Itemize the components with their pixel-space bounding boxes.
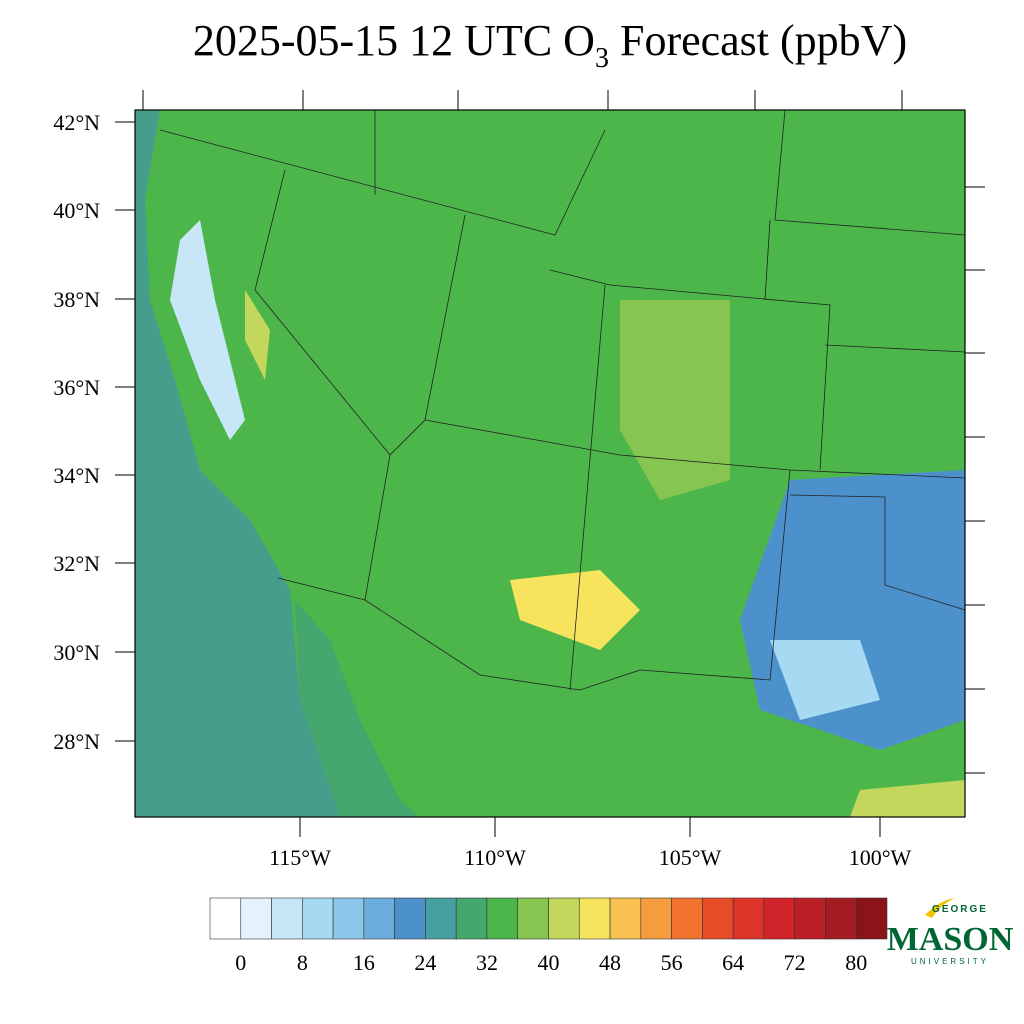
lat-label: 36°N bbox=[53, 375, 100, 400]
tick-marks bbox=[115, 90, 985, 837]
lat-label: 34°N bbox=[53, 463, 100, 488]
colorbar-tick-label: 8 bbox=[297, 950, 308, 975]
sierra bbox=[245, 290, 270, 380]
logo-main: MASON bbox=[887, 921, 1014, 958]
title-subscript: 3 bbox=[595, 43, 609, 74]
colorbar-tick-label: 0 bbox=[235, 950, 246, 975]
logo-bottom: UNIVERSITY bbox=[911, 957, 989, 966]
colorbar: 0 8 16 24 32 40 48 56 64 72 80 bbox=[209, 897, 888, 975]
color-box bbox=[702, 897, 734, 940]
colorbar-tick-label: 40 bbox=[538, 950, 560, 975]
south-east bbox=[850, 780, 965, 817]
colorbar-tick-label: 72 bbox=[784, 950, 806, 975]
color-box bbox=[240, 897, 272, 940]
color-box bbox=[794, 897, 826, 940]
color-box bbox=[732, 897, 765, 940]
title-suffix: Forecast (ppbV) bbox=[609, 16, 907, 65]
color-box bbox=[209, 897, 242, 940]
color-box bbox=[394, 897, 426, 940]
map bbox=[115, 90, 985, 837]
plains bbox=[620, 300, 730, 500]
colorbar-tick-label: 64 bbox=[722, 950, 744, 975]
color-box bbox=[671, 897, 703, 940]
lat-label: 28°N bbox=[53, 729, 100, 754]
colorbar-tick-label: 24 bbox=[414, 950, 436, 975]
color-box bbox=[763, 897, 795, 940]
colorbar-tick-label: 80 bbox=[845, 950, 867, 975]
title-prefix: 2025-05-15 12 UTC O bbox=[193, 16, 595, 65]
color-box bbox=[517, 897, 549, 940]
lon-label: 115°W bbox=[269, 845, 331, 870]
lat-label: 30°N bbox=[53, 640, 100, 665]
lat-label: 42°N bbox=[53, 110, 100, 135]
frame bbox=[134, 109, 966, 818]
title: 2025-05-15 12 UTC O3 Forecast (ppbV) bbox=[193, 16, 907, 74]
lat-label: 40°N bbox=[53, 198, 100, 223]
color-box bbox=[455, 897, 488, 940]
color-box bbox=[302, 897, 334, 940]
color-box bbox=[825, 897, 857, 940]
colorbar-tick-label: 32 bbox=[476, 950, 498, 975]
lat-label: 38°N bbox=[53, 287, 100, 312]
lon-label: 100°W bbox=[849, 845, 912, 870]
logo: GEORGE MASON UNIVERSITY bbox=[887, 898, 1014, 966]
color-box bbox=[578, 897, 611, 940]
gulf bbox=[295, 600, 420, 817]
color-box bbox=[486, 897, 519, 940]
valley bbox=[170, 220, 245, 440]
color-box bbox=[548, 897, 580, 940]
color-box bbox=[425, 897, 457, 940]
color-box bbox=[855, 897, 888, 940]
color-box bbox=[363, 897, 395, 940]
lon-label: 110°W bbox=[464, 845, 526, 870]
lat-label: 32°N bbox=[53, 551, 100, 576]
color-box bbox=[271, 897, 303, 940]
lon-label: 105°W bbox=[659, 845, 722, 870]
colorbar-tick-label: 48 bbox=[599, 950, 621, 975]
color-box bbox=[609, 897, 642, 940]
axis-labels: 42°N 40°N 38°N 36°N 34°N 32°N 30°N 28°N 115°W 110… bbox=[53, 110, 911, 870]
low-region bbox=[770, 640, 880, 720]
color-box bbox=[640, 897, 672, 940]
hotspot bbox=[510, 570, 640, 650]
logo-top: GEORGE bbox=[932, 904, 988, 915]
colorbar-tick-label: 56 bbox=[661, 950, 683, 975]
ocean bbox=[135, 110, 340, 817]
colorbar-tick-label: 16 bbox=[353, 950, 375, 975]
color-box bbox=[332, 897, 365, 940]
state-borders bbox=[159, 109, 966, 691]
